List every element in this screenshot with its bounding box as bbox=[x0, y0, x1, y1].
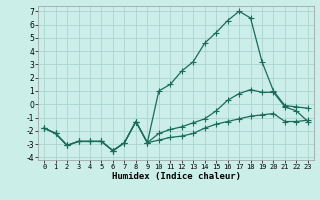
X-axis label: Humidex (Indice chaleur): Humidex (Indice chaleur) bbox=[111, 172, 241, 181]
